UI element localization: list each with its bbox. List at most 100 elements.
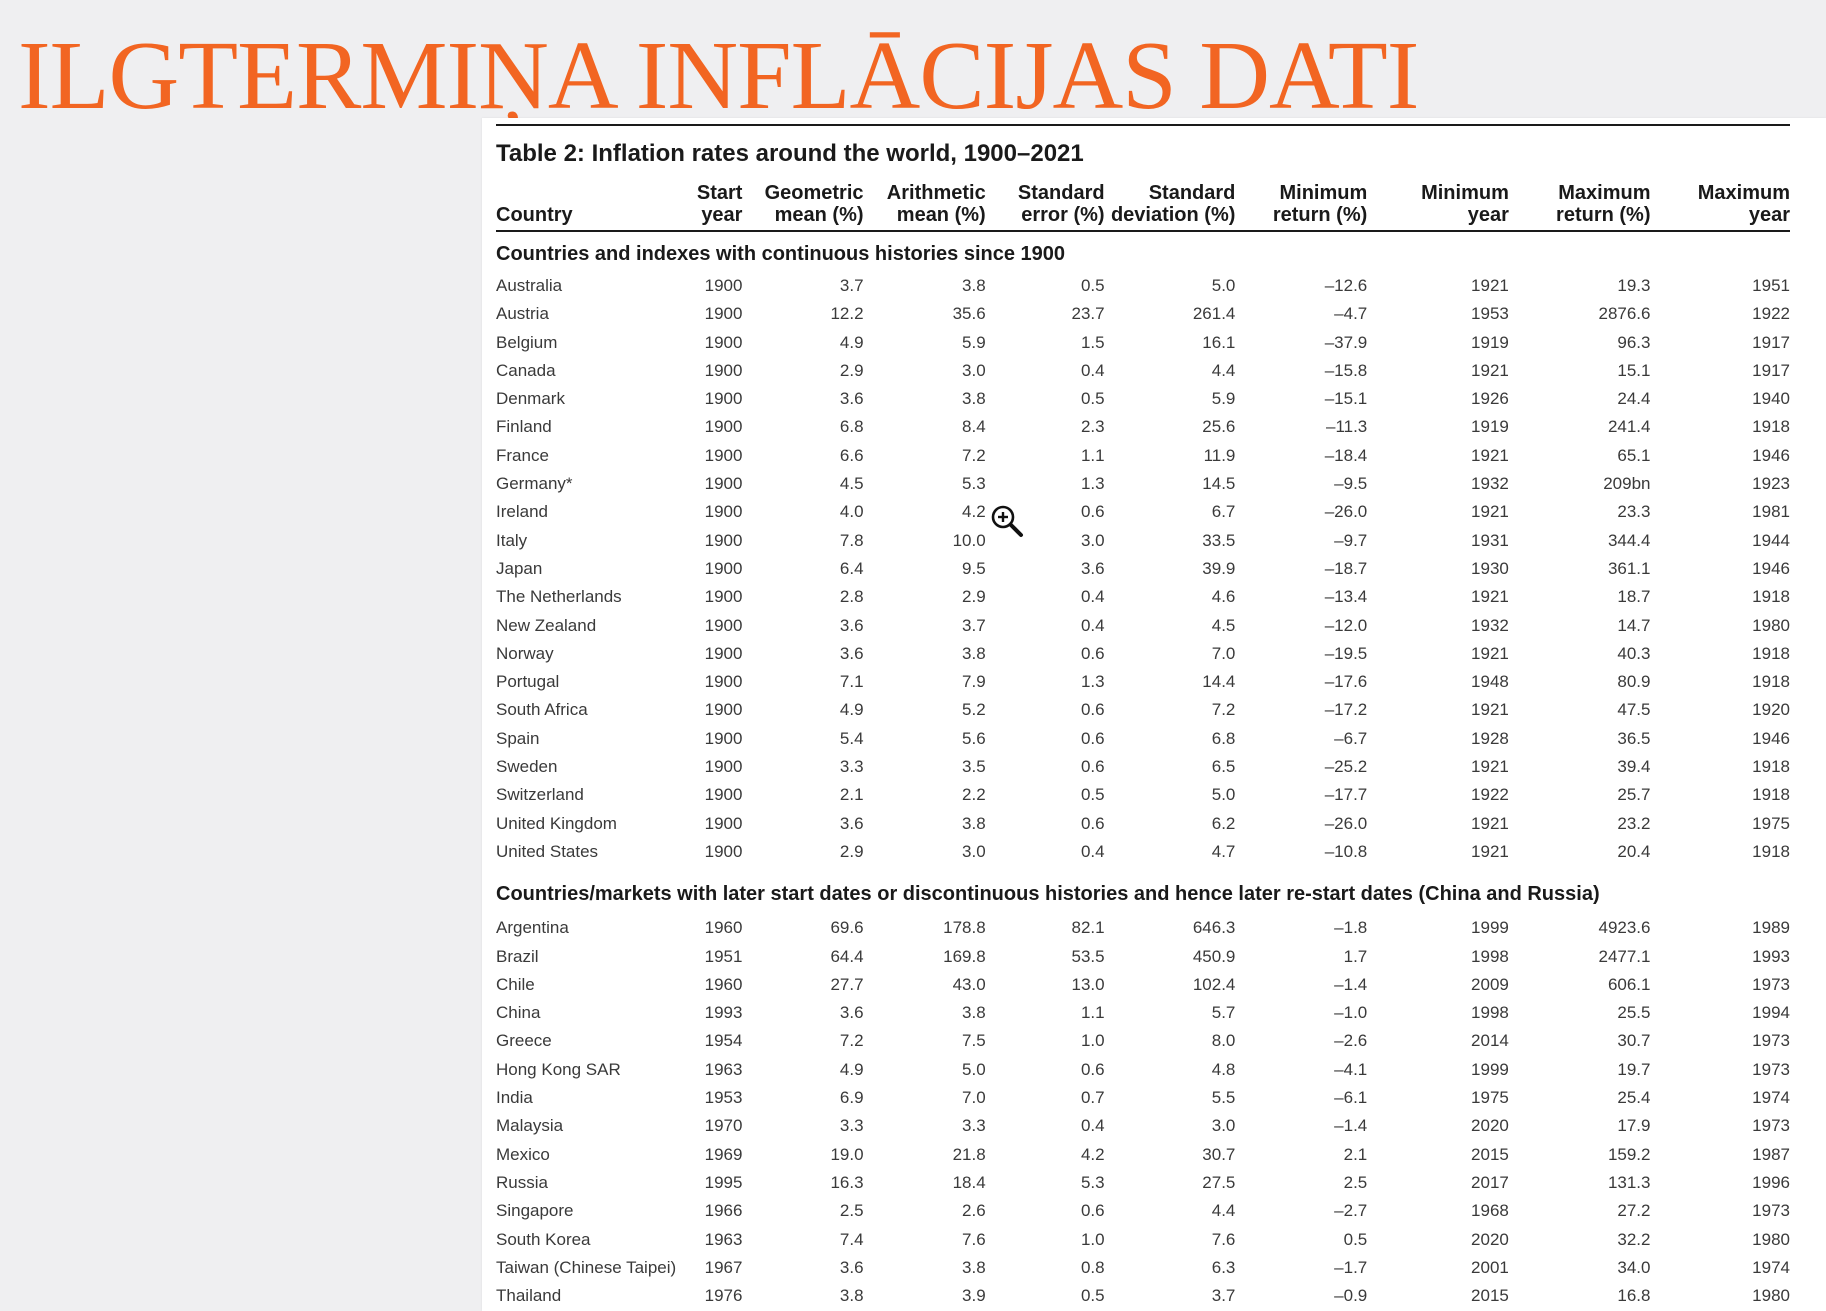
table-row: Austria 1900 12.2 35.6 23.7 261.4 –4.7 1953 2876… [496, 300, 1790, 328]
value-cell: 2017 [1471, 1172, 1509, 1192]
value-cell: 6.7 [1211, 502, 1236, 522]
country-cell: Austria [496, 304, 549, 324]
value-cell: –1.4 [1334, 1116, 1368, 1136]
value-cell: 1900 [704, 558, 743, 578]
country-cell: China [496, 1003, 541, 1023]
value-cell: 1973 [1752, 974, 1790, 994]
country-cell: Greece [496, 1031, 552, 1051]
table-row: Brazil 1951 64.4 169.8 53.5 450.9 1.7 1998 2477.… [496, 943, 1790, 971]
column-header-line: Country [496, 204, 573, 226]
value-cell: 5.4 [839, 728, 864, 748]
value-cell: 1921 [1471, 502, 1509, 522]
value-cell: –26.0 [1324, 813, 1368, 833]
value-cell: 1930 [1471, 558, 1509, 578]
value-cell: 1900 [704, 841, 743, 861]
table-row: Norway 1900 3.6 3.8 0.6 7.0 –19.5 1921 40.3 1918 [496, 640, 1790, 668]
value-cell: 1921 [1471, 587, 1509, 607]
table-row: Germany* 1900 4.5 5.3 1.3 14.5 –9.5 1932 209bn 19… [496, 470, 1790, 498]
table-row: Belgium 1900 4.9 5.9 1.5 16.1 –37.9 1919 96.3 191… [496, 329, 1790, 357]
table-row: Denmark 1900 3.6 3.8 0.5 5.9 –15.1 1926 24.4 1940 [496, 385, 1790, 413]
table-row: Japan 1900 6.4 9.5 3.6 39.9 –18.7 1930 361.1 1946 [496, 555, 1790, 583]
value-cell: 1918 [1752, 757, 1790, 777]
value-cell: 178.8 [943, 918, 986, 938]
value-cell: 53.5 [1071, 946, 1105, 966]
value-cell: 1921 [1471, 360, 1509, 380]
value-cell: 1.5 [1080, 332, 1105, 352]
value-cell: 1951 [704, 946, 743, 966]
value-cell: 4.7 [1211, 841, 1236, 861]
value-cell: 6.5 [1211, 757, 1236, 777]
country-cell: Hong Kong SAR [496, 1059, 621, 1079]
country-cell: Singapore [496, 1201, 574, 1221]
value-cell: 1980 [1752, 1229, 1790, 1249]
value-cell: 1900 [704, 474, 743, 494]
country-cell: Sweden [496, 757, 558, 777]
value-cell: 1900 [704, 643, 743, 663]
value-cell: 1999 [1471, 918, 1509, 938]
value-cell: 0.5 [1080, 389, 1105, 409]
column-header-line: year [1748, 204, 1790, 226]
value-cell: –25.2 [1324, 757, 1368, 777]
country-cell: Taiwan (Chinese Taipei) [496, 1257, 677, 1277]
value-cell: 3.7 [1211, 1286, 1236, 1306]
value-cell: 5.9 [1211, 389, 1236, 409]
value-cell: 3.8 [962, 276, 986, 295]
value-cell: 2.9 [839, 360, 864, 380]
value-cell: 8.4 [962, 417, 986, 437]
value-cell: 2.2 [962, 785, 986, 805]
table-row: South Africa 1900 4.9 5.2 0.6 7.2 –17.2 1921 47.… [496, 696, 1790, 724]
value-cell: –1.4 [1334, 974, 1368, 994]
column-header-line: deviation (%) [1110, 204, 1236, 226]
column-header-line: Maximum [1558, 182, 1651, 204]
slide-title: ILGTERMIŅA INFLĀCIJAS DATI [18, 22, 1419, 130]
value-cell: 1967 [704, 1257, 743, 1277]
value-cell: 8.0 [1211, 1031, 1236, 1051]
value-cell: 1918 [1752, 785, 1790, 805]
value-cell: 1900 [704, 417, 743, 437]
value-cell: 2.9 [839, 841, 864, 861]
value-cell: 1976 [704, 1286, 743, 1306]
value-cell: 0.6 [1080, 813, 1105, 833]
value-cell: 6.3 [1211, 1257, 1236, 1277]
table-row: Malaysia 1970 3.3 3.3 0.4 3.0 –1.4 2020 17.9 1973 [496, 1112, 1790, 1140]
value-cell: 33.5 [1202, 530, 1236, 550]
column-header: Arithmetic mean (%) [863, 182, 986, 232]
value-cell: 1900 [704, 785, 743, 805]
value-cell: 14.7 [1617, 615, 1651, 635]
value-cell: 5.3 [962, 474, 986, 494]
value-cell: 7.0 [962, 1088, 986, 1108]
value-cell: 16.1 [1202, 332, 1236, 352]
value-cell: 1900 [704, 757, 743, 777]
value-cell: 1900 [704, 360, 743, 380]
country-cell: Malaysia [496, 1116, 564, 1136]
value-cell: 1918 [1752, 417, 1790, 437]
value-cell: 6.8 [1211, 728, 1236, 748]
value-cell: 1928 [1471, 728, 1509, 748]
value-cell: 17.9 [1617, 1116, 1651, 1136]
value-cell: 1953 [704, 1088, 743, 1108]
value-cell: –9.5 [1334, 474, 1368, 494]
value-cell: –1.8 [1334, 918, 1368, 938]
value-cell: 450.9 [1192, 946, 1236, 966]
country-cell: Finland [496, 417, 552, 437]
country-cell: United States [496, 841, 599, 861]
value-cell: 0.6 [1080, 502, 1105, 522]
value-cell: 1974 [1752, 1257, 1790, 1277]
value-cell: 3.9 [962, 1286, 986, 1306]
country-cell: South Korea [496, 1229, 591, 1249]
zoom-in-cursor-icon [991, 505, 1023, 537]
value-cell: 1966 [704, 1201, 743, 1221]
value-cell: 1974 [1752, 1088, 1790, 1108]
value-cell: 1919 [1471, 417, 1509, 437]
value-cell: 2.3 [1080, 417, 1105, 437]
value-cell: 4.6 [1211, 587, 1236, 607]
value-cell: 16.3 [830, 1172, 864, 1192]
value-cell: 1931 [1471, 530, 1509, 550]
value-cell: 1973 [1752, 1201, 1790, 1221]
value-cell: 1900 [704, 813, 743, 833]
value-cell: –2.7 [1334, 1201, 1368, 1221]
value-cell: 3.6 [839, 615, 864, 635]
value-cell: 1900 [704, 587, 743, 607]
value-cell: 4.0 [839, 502, 864, 522]
value-cell: 1900 [704, 332, 743, 352]
